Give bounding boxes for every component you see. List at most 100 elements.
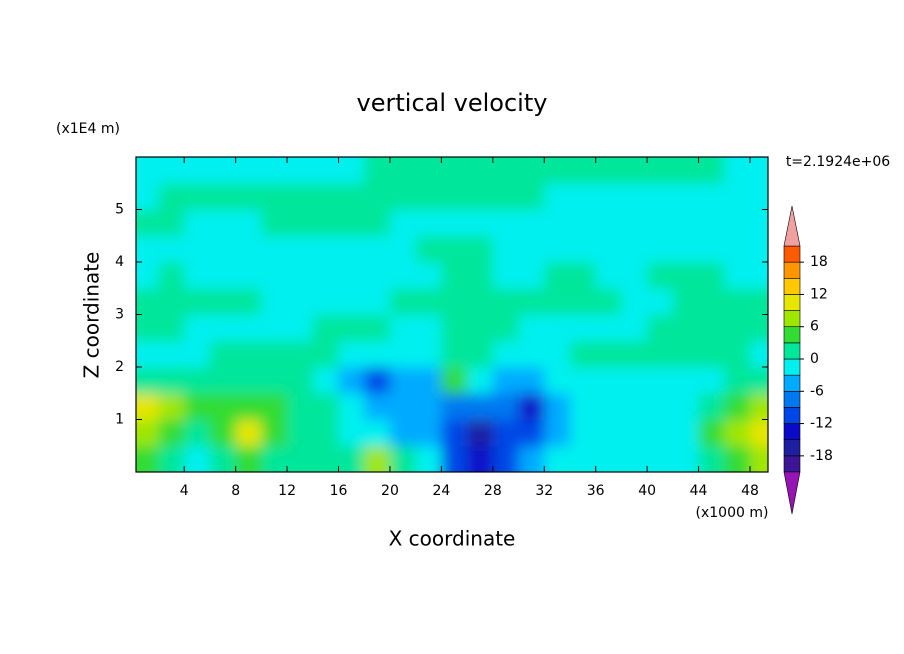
cell — [158, 157, 185, 184]
cell — [209, 393, 237, 420]
cell — [749, 209, 768, 237]
cell — [261, 262, 288, 289]
cell — [364, 393, 391, 420]
cell — [136, 157, 160, 184]
colorbar-box — [783, 374, 801, 392]
cell — [595, 367, 622, 394]
cell — [569, 262, 597, 289]
cell — [518, 419, 545, 447]
cell — [158, 367, 185, 394]
cell — [749, 393, 768, 420]
cell — [621, 235, 648, 263]
cell — [158, 393, 185, 420]
cell — [184, 314, 211, 342]
cell — [544, 445, 571, 472]
cell — [136, 288, 160, 315]
cell — [544, 288, 571, 315]
cell — [569, 235, 597, 263]
cell — [184, 209, 211, 237]
cell — [749, 157, 768, 184]
cell — [364, 419, 391, 447]
colorbar-box — [783, 310, 801, 328]
cell — [261, 209, 288, 237]
cell — [544, 262, 571, 289]
cell — [158, 183, 185, 210]
cell — [647, 183, 674, 210]
x-tick-label: 40 — [638, 483, 656, 499]
cell — [724, 393, 751, 420]
cell — [261, 157, 288, 184]
cell — [136, 235, 160, 263]
cell — [209, 367, 237, 394]
cell — [518, 367, 545, 394]
cell — [647, 393, 674, 420]
cell — [184, 340, 211, 368]
cell — [415, 445, 442, 472]
cell — [621, 367, 648, 394]
x-tick-label: 32 — [535, 483, 553, 499]
cell — [672, 419, 700, 447]
cell — [544, 157, 571, 184]
cell — [672, 367, 700, 394]
cell — [364, 209, 391, 237]
cell — [647, 262, 674, 289]
cell — [467, 262, 494, 289]
cell — [287, 367, 314, 394]
cell — [441, 235, 468, 263]
cell — [724, 445, 751, 472]
cell — [441, 393, 468, 420]
cell — [136, 183, 160, 210]
cell — [209, 445, 237, 472]
cell — [209, 157, 237, 184]
colorbar-under — [783, 471, 801, 515]
y-tick-label: 2 — [115, 359, 124, 375]
colorbar-label: -12 — [810, 416, 833, 432]
cell — [338, 209, 365, 237]
cell — [184, 183, 211, 210]
colorbar-box — [783, 261, 801, 279]
cell — [364, 314, 391, 342]
cell — [136, 445, 160, 472]
cell — [235, 157, 262, 184]
cell — [595, 235, 622, 263]
y-tick-label: 5 — [115, 202, 124, 218]
x-tick-label: 12 — [278, 483, 296, 499]
cell — [672, 183, 700, 210]
cell — [287, 288, 314, 315]
colorbar-label: 18 — [810, 254, 828, 270]
cell — [698, 393, 725, 420]
cell — [492, 445, 520, 472]
cell — [364, 157, 391, 184]
cell — [698, 157, 725, 184]
colorbar-label: 0 — [810, 351, 819, 367]
cell — [647, 314, 674, 342]
x-tick-label: 48 — [741, 483, 759, 499]
cell — [338, 235, 365, 263]
chart-title: vertical velocity — [357, 89, 548, 117]
cell — [749, 183, 768, 210]
cell — [338, 393, 365, 420]
cell — [749, 235, 768, 263]
cell — [724, 340, 751, 368]
cell — [698, 367, 725, 394]
cell — [492, 183, 520, 210]
cell — [569, 340, 597, 368]
cell — [338, 262, 365, 289]
cell — [441, 183, 468, 210]
cell — [235, 288, 262, 315]
x-tick-label: 20 — [381, 483, 399, 499]
cell — [621, 157, 648, 184]
cell — [389, 419, 417, 447]
cell — [338, 445, 365, 472]
cell — [749, 314, 768, 342]
colorbar-box — [783, 294, 801, 311]
cell — [544, 183, 571, 210]
cell — [235, 183, 262, 210]
x-tick-label: 28 — [484, 483, 502, 499]
cell — [158, 445, 185, 472]
colorbar-box — [783, 342, 801, 360]
cell — [621, 262, 648, 289]
colorbar-label: -6 — [810, 383, 824, 399]
cell — [235, 445, 262, 472]
cell — [441, 209, 468, 237]
